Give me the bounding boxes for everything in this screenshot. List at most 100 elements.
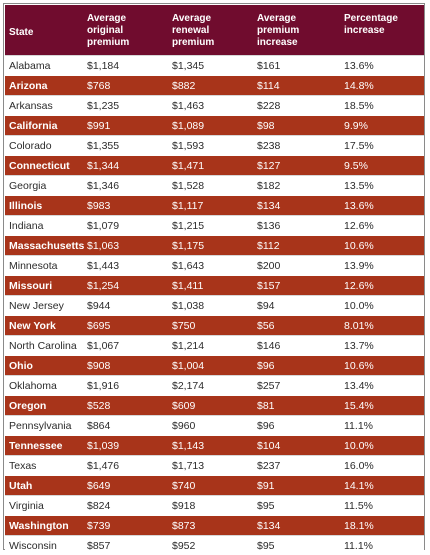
- header-line: increase: [344, 25, 385, 36]
- table-row: Arkansas $1,235 $1,463 $228 18.5%: [5, 95, 424, 115]
- premium-increase-cell: $91: [253, 475, 340, 495]
- renewal-premium-cell: $750: [168, 315, 253, 335]
- state-cell: Virginia: [5, 495, 83, 515]
- renewal-premium-cell: $1,004: [168, 355, 253, 375]
- renewal-premium-cell: $1,411: [168, 275, 253, 295]
- table-row: Pennsylvania $864 $960 $96 11.1%: [5, 415, 424, 435]
- original-premium-cell: $528: [83, 395, 168, 415]
- percentage-increase-cell: 12.6%: [340, 275, 424, 295]
- percentage-increase-cell: 10.0%: [340, 295, 424, 315]
- renewal-premium-cell: $1,038: [168, 295, 253, 315]
- premium-increase-cell: $98: [253, 115, 340, 135]
- premium-increase-cell: $200: [253, 255, 340, 275]
- renewal-premium-cell: $1,463: [168, 95, 253, 115]
- premium-increase-cell: $95: [253, 495, 340, 515]
- header-average-renewal-premium: Average renewal premium: [168, 5, 253, 55]
- table-row: Massachusetts $1,063 $1,175 $112 10.6%: [5, 235, 424, 255]
- state-cell: Washington: [5, 515, 83, 535]
- premium-increase-cell: $96: [253, 415, 340, 435]
- original-premium-cell: $1,355: [83, 135, 168, 155]
- state-cell: Wisconsin: [5, 535, 83, 555]
- percentage-increase-cell: 11.5%: [340, 495, 424, 515]
- renewal-premium-cell: $952: [168, 535, 253, 555]
- renewal-premium-cell: $918: [168, 495, 253, 515]
- premium-increase-cell: $81: [253, 395, 340, 415]
- premium-increase-cell: $104: [253, 435, 340, 455]
- premium-increase-cell: $146: [253, 335, 340, 355]
- header-line: Percentage: [344, 13, 398, 24]
- renewal-premium-cell: $960: [168, 415, 253, 435]
- percentage-increase-cell: 18.1%: [340, 515, 424, 535]
- premium-increase-cell: $96: [253, 355, 340, 375]
- renewal-premium-cell: $873: [168, 515, 253, 535]
- state-cell: Massachusetts: [5, 235, 84, 255]
- percentage-increase-cell: 14.1%: [340, 475, 424, 495]
- state-cell: Pennsylvania: [5, 415, 83, 435]
- original-premium-cell: $1,346: [83, 175, 168, 195]
- renewal-premium-cell: $1,089: [168, 115, 253, 135]
- premium-increase-cell: $127: [253, 155, 340, 175]
- renewal-premium-cell: $1,214: [168, 335, 253, 355]
- table-row: Minnesota $1,443 $1,643 $200 13.9%: [5, 255, 424, 275]
- state-cell: Georgia: [5, 175, 83, 195]
- state-cell: Colorado: [5, 135, 83, 155]
- original-premium-cell: $857: [83, 535, 168, 555]
- premium-increase-table: State Average original premium Average r…: [5, 5, 424, 555]
- header-line: Average: [257, 13, 297, 24]
- percentage-increase-cell: 13.5%: [340, 175, 424, 195]
- table-row: Wisconsin $857 $952 $95 11.1%: [5, 535, 424, 555]
- premium-increase-cell: $112: [253, 235, 340, 255]
- percentage-increase-cell: 16.0%: [340, 455, 424, 475]
- table-row: Utah $649 $740 $91 14.1%: [5, 475, 424, 495]
- state-cell: North Carolina: [5, 335, 83, 355]
- table-row: Arizona $768 $882 $114 14.8%: [5, 75, 424, 95]
- table-row: Illinois $983 $1,117 $134 13.6%: [5, 195, 424, 215]
- original-premium-cell: $944: [83, 295, 168, 315]
- percentage-increase-cell: 10.0%: [340, 435, 424, 455]
- table-row: Alabama $1,184 $1,345 $161 13.6%: [5, 55, 424, 75]
- premium-increase-cell: $134: [253, 515, 340, 535]
- premium-increase-cell: $134: [253, 195, 340, 215]
- state-cell: Arizona: [5, 75, 83, 95]
- table-row: Washington $739 $873 $134 18.1%: [5, 515, 424, 535]
- original-premium-cell: $695: [83, 315, 168, 335]
- original-premium-cell: $1,235: [83, 95, 168, 115]
- header-average-premium-increase: Average premium increase: [253, 5, 340, 55]
- table-body: Alabama $1,184 $1,345 $161 13.6% Arizona…: [5, 55, 424, 555]
- state-cell: Texas: [5, 455, 83, 475]
- renewal-premium-cell: $1,528: [168, 175, 253, 195]
- premium-increase-cell: $157: [253, 275, 340, 295]
- table-row: Georgia $1,346 $1,528 $182 13.5%: [5, 175, 424, 195]
- renewal-premium-cell: $1,593: [168, 135, 253, 155]
- percentage-increase-cell: 9.9%: [340, 115, 424, 135]
- header-line: premium: [87, 37, 130, 48]
- original-premium-cell: $1,063: [83, 235, 168, 255]
- percentage-increase-cell: 15.4%: [340, 395, 424, 415]
- premium-increase-cell: $56: [253, 315, 340, 335]
- table-row: North Carolina $1,067 $1,214 $146 13.7%: [5, 335, 424, 355]
- original-premium-cell: $1,254: [83, 275, 168, 295]
- percentage-increase-cell: 13.9%: [340, 255, 424, 275]
- percentage-increase-cell: 11.1%: [340, 535, 424, 555]
- header-line: renewal: [172, 25, 210, 36]
- renewal-premium-cell: $740: [168, 475, 253, 495]
- table-row: Missouri $1,254 $1,411 $157 12.6%: [5, 275, 424, 295]
- percentage-increase-cell: 13.6%: [340, 55, 424, 75]
- table-frame: [3, 3, 425, 550]
- percentage-increase-cell: 13.4%: [340, 375, 424, 395]
- renewal-premium-cell: $609: [168, 395, 253, 415]
- percentage-increase-cell: 10.6%: [340, 355, 424, 375]
- original-premium-cell: $768: [83, 75, 168, 95]
- percentage-increase-cell: 12.6%: [340, 215, 424, 235]
- state-cell: Arkansas: [5, 95, 83, 115]
- percentage-increase-cell: 11.1%: [340, 415, 424, 435]
- table-row: New Jersey $944 $1,038 $94 10.0%: [5, 295, 424, 315]
- header-line: original: [87, 25, 124, 36]
- percentage-increase-cell: 18.5%: [340, 95, 424, 115]
- header-line: Average: [172, 13, 212, 24]
- premium-increase-cell: $161: [253, 55, 340, 75]
- header-state: State: [5, 5, 83, 55]
- table-row: Oklahoma $1,916 $2,174 $257 13.4%: [5, 375, 424, 395]
- state-cell: Connecticut: [5, 155, 83, 175]
- premium-increase-cell: $237: [253, 455, 340, 475]
